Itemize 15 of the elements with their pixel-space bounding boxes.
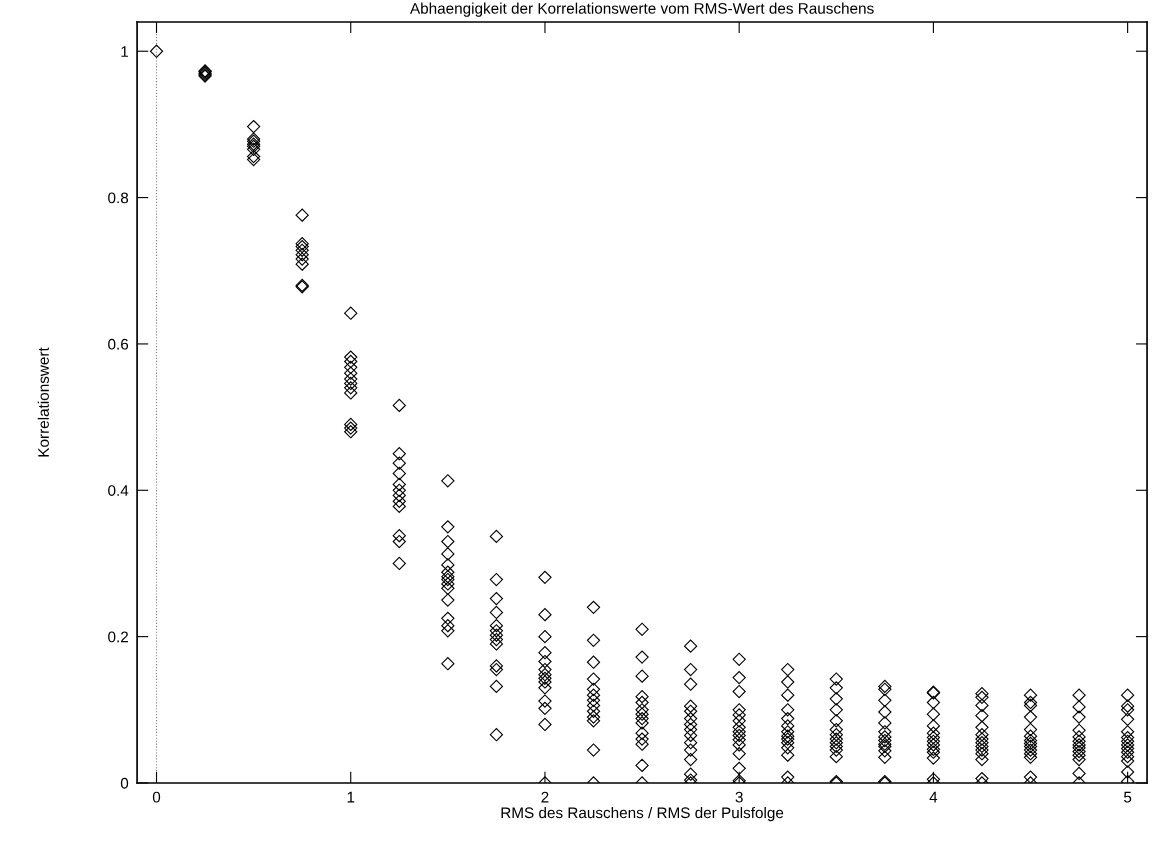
y-tick-label: 0 — [120, 777, 129, 789]
x-tick-label: 5 — [1123, 791, 1132, 803]
x-tick-label: 3 — [735, 791, 743, 803]
x-tick-label: 2 — [541, 791, 549, 803]
chart-title: Abhaengigkeit der Korrelationswerte vom RMS-Wert des Rauschens — [410, 2, 874, 17]
y-axis-title: Korrelationswert — [37, 347, 49, 457]
y-tick-label: 0.2 — [108, 631, 128, 643]
y-tick-label: 1 — [121, 46, 129, 57]
y-tick-label: 0.6 — [108, 338, 129, 350]
y-tick-label: 0.8 — [108, 192, 129, 204]
x-tick-label: 4 — [929, 791, 938, 803]
x-tick-label: 0 — [152, 791, 161, 803]
x-tick-label: 1 — [347, 791, 355, 803]
y-tick-label: 0.4 — [108, 485, 129, 496]
x-axis-title: RMS des Rauschens / RMS der Pulsfolge — [501, 806, 784, 822]
